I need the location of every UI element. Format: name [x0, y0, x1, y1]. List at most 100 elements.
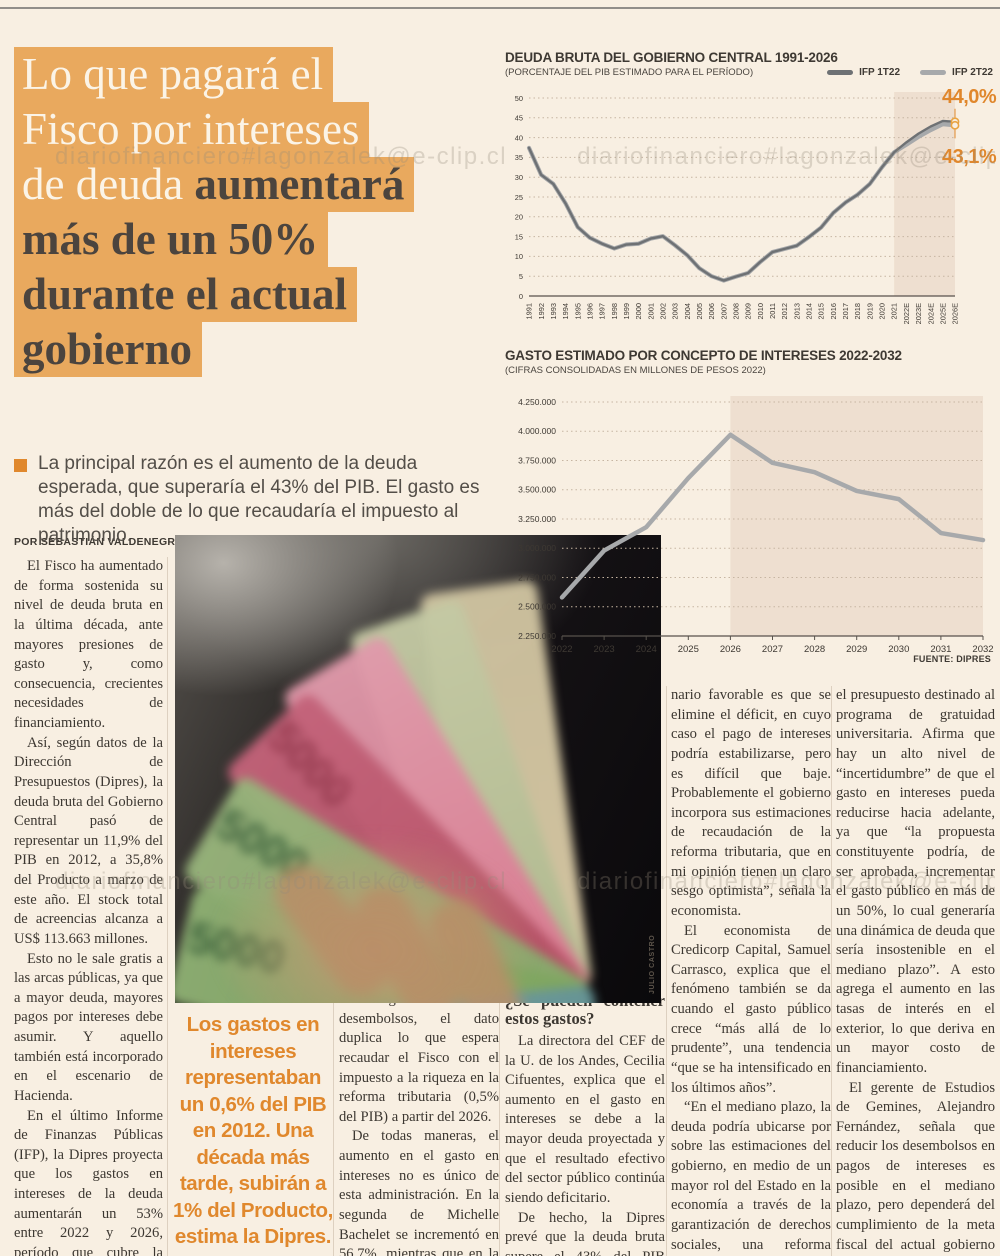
- svg-text:2028: 2028: [804, 644, 825, 655]
- chart-title: DEUDA BRUTA DEL GOBIERNO CENTRAL 1991-20…: [505, 50, 838, 65]
- svg-text:5: 5: [519, 272, 523, 281]
- svg-text:2012: 2012: [780, 303, 789, 319]
- svg-text:1993: 1993: [549, 303, 558, 319]
- svg-text:2.500.000: 2.500.000: [518, 602, 556, 612]
- top-rule: [0, 7, 1000, 9]
- hand: [175, 535, 661, 1003]
- svg-text:2030: 2030: [888, 644, 909, 655]
- body-paragraph: la magnitud de los desembolsos, el dato …: [339, 991, 499, 1125]
- svg-text:2027: 2027: [762, 644, 783, 655]
- chart-legend: IFP 1T22 IFP 2T22: [827, 67, 993, 78]
- svg-text:1995: 1995: [573, 303, 582, 319]
- headline-text-bold: aumentará: [194, 159, 405, 209]
- svg-text:2002: 2002: [658, 303, 667, 319]
- svg-text:1994: 1994: [561, 303, 570, 319]
- svg-text:1992: 1992: [537, 303, 546, 319]
- svg-text:35: 35: [515, 153, 523, 162]
- series-dash-icon: [920, 70, 947, 75]
- body-paragraph: Así, según datos de la Dirección de Pres…: [14, 734, 163, 947]
- svg-text:20: 20: [515, 213, 523, 222]
- svg-text:45: 45: [515, 114, 523, 123]
- body-column-5: el presupuesto destinado al programa de …: [836, 686, 995, 1256]
- svg-text:2019: 2019: [865, 303, 874, 319]
- byline: POR SEBASTIÁN VALDENEGRO: [14, 536, 184, 548]
- svg-text:2015: 2015: [817, 303, 826, 319]
- svg-text:2025: 2025: [678, 644, 699, 655]
- svg-text:2.250.000: 2.250.000: [518, 631, 556, 641]
- headline-text-bold: gobierno: [22, 324, 193, 374]
- svg-text:50: 50: [515, 94, 523, 103]
- headline-line: gobierno: [14, 322, 500, 377]
- svg-text:1991: 1991: [525, 303, 534, 319]
- svg-text:4.250.000: 4.250.000: [518, 397, 556, 407]
- svg-text:2008: 2008: [732, 303, 741, 319]
- debt-chart-plot: 0 5 10 15 20 25 30 35 40 45 50 1991 1992 1993 1994 1995…: [515, 92, 960, 324]
- svg-text:2009: 2009: [744, 303, 753, 319]
- svg-text:30: 30: [515, 173, 523, 182]
- body-paragraph: El gerente de Estudios de Gemines, Aleja…: [836, 1079, 995, 1253]
- svg-text:2024: 2024: [636, 644, 657, 655]
- lead-text: La principal razón es el aumento de la d…: [38, 453, 480, 546]
- svg-text:10: 10: [515, 252, 523, 261]
- series-dash-icon: [827, 70, 854, 75]
- pull-quote: Los gastos en intereses representaban un…: [173, 1013, 333, 1248]
- chart-subtitle: (PORCENTAJE DEL PIB ESTIMADO PARA EL PER…: [505, 67, 754, 78]
- svg-text:2026: 2026: [720, 644, 741, 655]
- svg-text:2032: 2032: [972, 644, 993, 655]
- body-column-4: nario favorable es que se elimine el déf…: [671, 686, 831, 1256]
- interest-chart: GASTO ESTIMADO POR CONCEPTO DE INTERESES…: [505, 348, 995, 672]
- photo-credit: JULIO CASTRO: [649, 934, 656, 994]
- svg-text:1999: 1999: [622, 303, 631, 319]
- column-rule: [831, 686, 832, 1256]
- svg-text:1996: 1996: [585, 303, 594, 319]
- legend-item: IFP 2T22: [920, 67, 993, 78]
- svg-text:15: 15: [515, 232, 523, 241]
- headline-text: de deuda: [22, 159, 195, 209]
- body-paragraph: De todas maneras, el aumento en el gasto…: [339, 1128, 499, 1256]
- bullet-square-icon: [14, 459, 27, 472]
- headline-text: Fisco por intereses: [22, 104, 360, 154]
- svg-text:25: 25: [515, 193, 523, 202]
- svg-text:2007: 2007: [719, 303, 728, 319]
- svg-text:2031: 2031: [930, 644, 951, 655]
- svg-text:2006: 2006: [707, 303, 716, 319]
- svg-text:2017: 2017: [841, 303, 850, 319]
- lead-paragraph: La principal razón es el aumento de la d…: [14, 452, 494, 548]
- svg-text:3.250.000: 3.250.000: [518, 514, 556, 524]
- svg-text:2023: 2023: [594, 644, 615, 655]
- svg-text:40: 40: [515, 133, 523, 142]
- svg-text:2018: 2018: [853, 303, 862, 319]
- svg-text:2021: 2021: [890, 303, 899, 319]
- headline: Lo que pagará el Fisco por intereses de …: [14, 47, 500, 377]
- legend-label: IFP 1T22: [859, 67, 901, 78]
- column-rule: [333, 990, 334, 1256]
- svg-text:2.750.000: 2.750.000: [518, 572, 556, 582]
- body-paragraph: “En el mediano plazo, la deuda podría ub…: [671, 1099, 831, 1253]
- body-paragraph: En el último Informe de Finanzas Pública…: [14, 1107, 163, 1256]
- column-rule: [499, 990, 500, 1256]
- headline-line: más de un 50%: [14, 212, 500, 267]
- headline-line: de deuda aumentará: [14, 157, 500, 212]
- body-paragraph: El economista de Credicorp Capital, Samu…: [671, 922, 831, 1096]
- headline-line: durante el actual: [14, 267, 500, 322]
- svg-text:2013: 2013: [792, 303, 801, 319]
- svg-text:2014: 2014: [805, 303, 814, 319]
- interest-chart-plot: 2.250.000 2.500.000 2.750.000 3.000.000 3.25…: [518, 396, 994, 655]
- svg-text:2000: 2000: [634, 303, 643, 319]
- body-paragraph: el presupuesto destinado al programa de …: [836, 687, 995, 1076]
- chart-subtitle: (CIFRAS CONSOLIDADAS EN MILLONES DE PESO…: [505, 365, 766, 376]
- svg-text:4.000.000: 4.000.000: [518, 426, 556, 436]
- body-column-3: ¿Se pueden contener estos gastos?La dire…: [505, 990, 665, 1256]
- headline-line: Lo que pagará el: [14, 47, 500, 102]
- svg-text:2010: 2010: [756, 303, 765, 319]
- svg-text:2003: 2003: [671, 303, 680, 319]
- svg-text:2022: 2022: [551, 644, 572, 655]
- headline-text-bold: más de un 50%: [22, 214, 319, 264]
- legend-item: IFP 1T22: [827, 67, 900, 78]
- svg-text:2001: 2001: [646, 303, 655, 319]
- svg-text:1998: 1998: [610, 303, 619, 319]
- svg-text:2005: 2005: [695, 303, 704, 319]
- end-value-label: 43,1%: [942, 146, 997, 168]
- svg-text:3.750.000: 3.750.000: [518, 455, 556, 465]
- svg-text:1997: 1997: [598, 303, 607, 319]
